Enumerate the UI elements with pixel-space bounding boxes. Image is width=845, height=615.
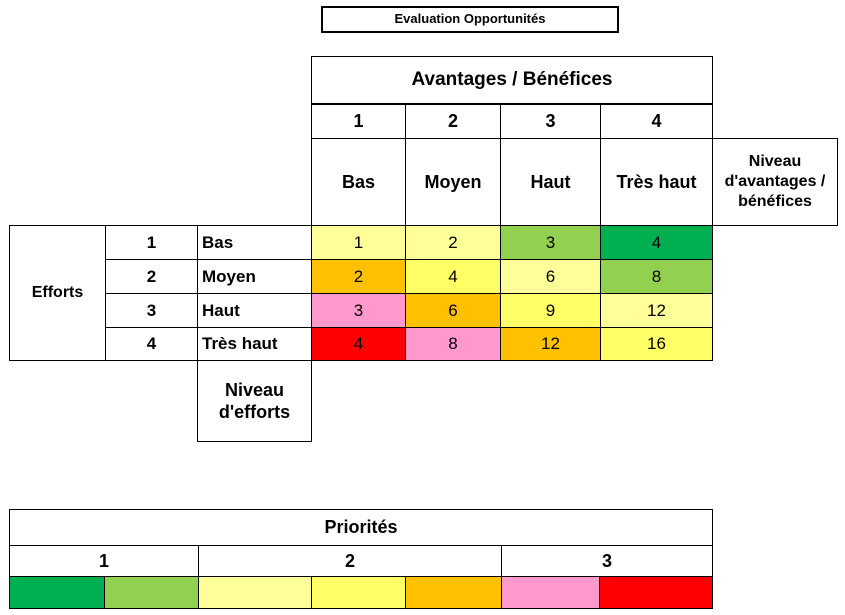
matrix-cell: 1 bbox=[311, 225, 406, 260]
priority-swatch bbox=[599, 576, 713, 609]
effort-label-4: Très haut bbox=[197, 327, 312, 361]
page-title: Evaluation Opportunités bbox=[321, 6, 619, 33]
priority-group-1: 1 bbox=[9, 545, 199, 577]
matrix-cell: 9 bbox=[500, 293, 601, 328]
priority-swatch bbox=[405, 576, 502, 609]
benefit-label-4: Très haut bbox=[600, 138, 713, 226]
efforts-label: Efforts bbox=[9, 225, 106, 361]
effort-axis-label: Niveau d'efforts bbox=[197, 360, 312, 442]
benefit-num-3: 3 bbox=[500, 104, 601, 139]
effort-label-1: Bas bbox=[197, 225, 312, 260]
matrix-cell: 8 bbox=[405, 327, 501, 361]
matrix-cell: 4 bbox=[405, 259, 501, 294]
effort-num-2: 2 bbox=[105, 259, 198, 294]
matrix-cell: 8 bbox=[600, 259, 713, 294]
effort-num-1: 1 bbox=[105, 225, 198, 260]
benefit-num-1: 1 bbox=[311, 104, 406, 139]
matrix-cell: 2 bbox=[405, 225, 501, 260]
matrix-cell: 4 bbox=[311, 327, 406, 361]
matrix-cell: 6 bbox=[500, 259, 601, 294]
priority-swatches bbox=[9, 576, 713, 609]
matrix-cell: 4 bbox=[600, 225, 713, 260]
priority-swatch bbox=[9, 576, 105, 609]
matrix-cell: 12 bbox=[600, 293, 713, 328]
benefit-label-1: Bas bbox=[311, 138, 406, 226]
benefit-num-4: 4 bbox=[600, 104, 713, 139]
benefits-header: Avantages / Bénéfices bbox=[311, 56, 713, 104]
matrix-cell: 12 bbox=[500, 327, 601, 361]
priority-group-3: 3 bbox=[501, 545, 713, 577]
benefit-axis-label: Niveau d'avantages / bénéfices bbox=[712, 138, 838, 226]
benefit-label-3: Haut bbox=[500, 138, 601, 226]
priority-swatch bbox=[311, 576, 406, 609]
priority-swatch bbox=[198, 576, 312, 609]
priority-swatch bbox=[104, 576, 199, 609]
benefit-label-2: Moyen bbox=[405, 138, 501, 226]
priority-swatch bbox=[501, 576, 600, 609]
score-matrix: 1 2 3 4 2 4 6 8 3 6 9 12 4 8 12 16 bbox=[311, 225, 713, 361]
matrix-cell: 2 bbox=[311, 259, 406, 294]
matrix-cell: 6 bbox=[405, 293, 501, 328]
effort-label-2: Moyen bbox=[197, 259, 312, 294]
effort-num-3: 3 bbox=[105, 293, 198, 328]
effort-label-3: Haut bbox=[197, 293, 312, 328]
benefit-num-2: 2 bbox=[405, 104, 501, 139]
effort-num-4: 4 bbox=[105, 327, 198, 361]
priority-group-2: 2 bbox=[198, 545, 502, 577]
priorities-title: Priorités bbox=[9, 509, 713, 546]
matrix-cell: 3 bbox=[311, 293, 406, 328]
matrix-cell: 3 bbox=[500, 225, 601, 260]
matrix-cell: 16 bbox=[600, 327, 713, 361]
